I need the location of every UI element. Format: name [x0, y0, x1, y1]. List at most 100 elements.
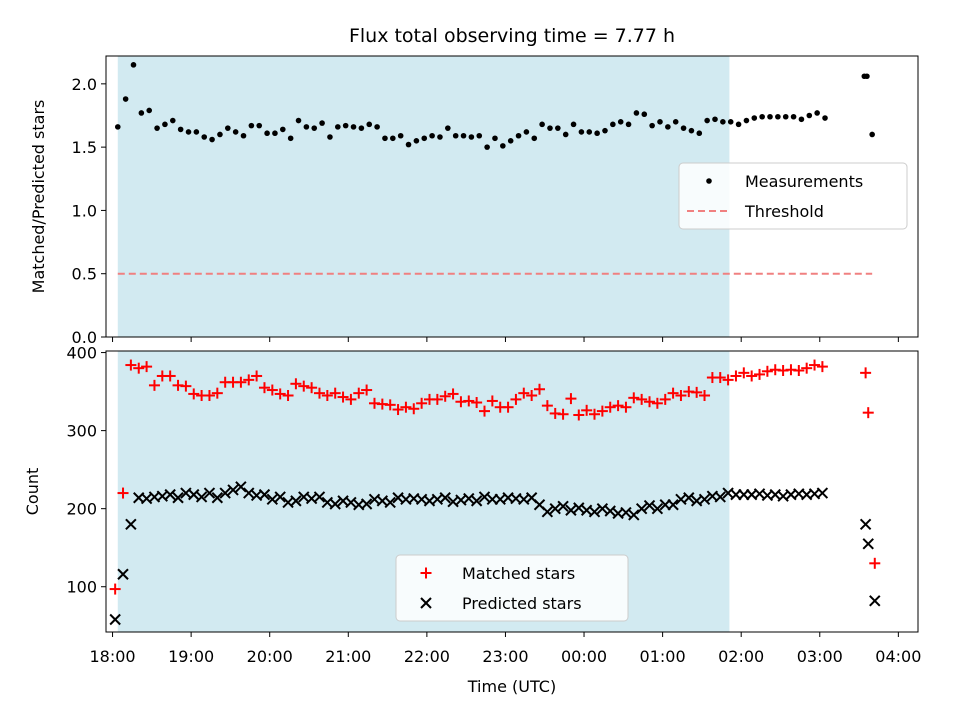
measurement-point [704, 117, 710, 124]
chart-title: Flux total observing time = 7.77 h [349, 25, 675, 47]
predicted-star-point [431, 493, 444, 506]
predicted-star-point [227, 484, 239, 496]
measurement-point [759, 113, 765, 120]
legend-box [678, 162, 908, 230]
bottom-panel: 100 200 300 400 18:00 19:00 20:00 21:00 22:00 23:… [23, 344, 921, 696]
measurement-point [696, 130, 703, 137]
predicted-star-point [683, 492, 695, 504]
measurement-point [264, 130, 270, 137]
series-measurements [114, 62, 875, 150]
predicted-star-point [667, 499, 679, 511]
legend-label: Predicted stars [462, 594, 582, 613]
measurement-point [122, 96, 129, 102]
legend: Measurements Threshold [678, 162, 908, 230]
measurement-point [217, 131, 223, 138]
y-tick-label: 0.0 [72, 328, 97, 347]
y-tick-label: 100 [66, 578, 97, 597]
legend-label: Measurements [745, 172, 863, 191]
measurement-point [790, 113, 797, 120]
predicted-star-point [384, 496, 396, 509]
predicted-star-point [470, 495, 483, 507]
measurement-point [366, 121, 373, 128]
predicted-star-point [219, 487, 231, 499]
measurement-point [177, 126, 184, 133]
measurement-point [720, 119, 726, 125]
top-panel: 0.0 0.5 1.0 1.5 2.0 Matched/Predicted stars Fl… [29, 25, 919, 347]
measurement-point [405, 141, 412, 148]
predicted-star-point [360, 498, 373, 510]
legend: Matched stars Predicted stars [395, 554, 629, 622]
predicted-star-point [541, 506, 554, 518]
predicted-star-point [588, 506, 601, 518]
measurement-point [342, 122, 349, 129]
series-predicted-stars [109, 481, 881, 626]
measurement-point [657, 119, 663, 125]
measurement-point [523, 129, 530, 135]
measurement-point [562, 131, 569, 138]
predicted-star-point [745, 488, 758, 501]
legend-label: Matched stars [462, 564, 575, 583]
measurement-point [201, 134, 208, 140]
measurement-point [429, 132, 435, 139]
x-tick-label: 01:00 [640, 647, 686, 666]
predicted-star-point [211, 492, 224, 504]
measurement-point [633, 110, 640, 116]
predicted-star-point [628, 509, 640, 521]
measurement-point [869, 131, 875, 138]
measurement-point [751, 115, 758, 121]
measurement-point [154, 125, 160, 131]
predicted-star-point [533, 499, 546, 511]
predicted-star-point [125, 518, 137, 530]
x-tick-label: 04:00 [875, 647, 921, 666]
y-tick-label: 200 [66, 500, 97, 519]
measurement-point [146, 107, 153, 114]
predicted-star-point [117, 568, 129, 580]
predicted-star-point [565, 504, 577, 516]
measurement-point [617, 119, 624, 125]
measurement-point [287, 135, 294, 142]
predicted-star-point [478, 491, 491, 503]
measurement-point [185, 129, 192, 135]
predicted-star-point [164, 488, 176, 501]
measurement-point [806, 112, 813, 119]
observing-window-shade [117, 56, 730, 337]
measurement-point [232, 129, 239, 135]
measurement-point [767, 113, 773, 120]
x-tick-label: 19:00 [168, 647, 214, 666]
measurement-point [515, 132, 522, 139]
measurement-point [114, 124, 121, 130]
measurement-point [570, 121, 577, 128]
predicted-star-point [156, 490, 169, 502]
measurement-point [602, 127, 608, 134]
measurement-point [500, 143, 506, 149]
x-tick-label: 22:00 [404, 647, 450, 666]
predicted-star-point [612, 507, 624, 520]
measurement-point [680, 125, 687, 131]
y-tick-label: 2.0 [72, 75, 97, 94]
x-tick-label: 00:00 [561, 647, 607, 666]
predicted-star-point [423, 495, 436, 507]
measurement-point [382, 135, 388, 142]
predicted-star-point [266, 493, 279, 506]
measurement-point [452, 132, 459, 139]
predicted-star-point [109, 613, 121, 626]
predicted-star-point [675, 493, 687, 506]
x-tick-label: 03:00 [797, 647, 843, 666]
predicted-star-point [643, 499, 656, 512]
predicted-star-point [345, 496, 357, 509]
predicted-star-point [290, 495, 302, 507]
measurement-point [272, 130, 278, 137]
measurement-point [555, 125, 561, 131]
measurement-point [822, 115, 828, 121]
x-tick-label: 20:00 [247, 647, 293, 666]
measurement-point [507, 138, 514, 144]
predicted-star-point [714, 491, 726, 503]
predicted-star-point [258, 488, 271, 501]
predicted-star-point [494, 493, 506, 506]
predicted-star-point [620, 506, 632, 519]
measurement-point [295, 117, 302, 124]
measurement-point [327, 134, 333, 140]
measurement-point [594, 130, 600, 137]
